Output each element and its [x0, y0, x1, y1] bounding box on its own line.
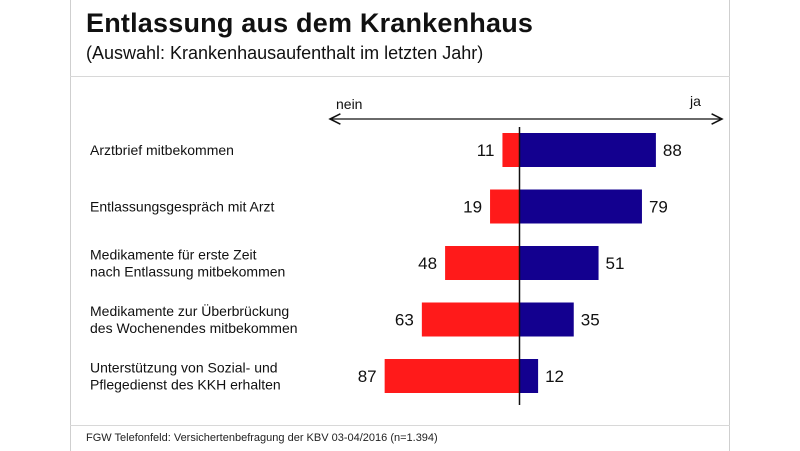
chart-frame [70, 0, 730, 451]
bar-ja [519, 359, 539, 393]
bar-nein [445, 246, 520, 280]
category-label: des Wochenendes mitbekommen [90, 320, 298, 336]
bar-nein [384, 359, 520, 393]
category-label: Entlassungsgespräch mit Arzt [90, 199, 275, 215]
footer-divider [70, 425, 730, 426]
category-label: Medikamente für erste Zeit [90, 247, 257, 263]
category-label: Unterstützung von Sozial- und [90, 360, 278, 376]
bar-nein [490, 189, 520, 224]
value-label-nein: 48 [418, 254, 437, 273]
chart-title: Entlassung aus dem Krankenhaus [86, 8, 534, 38]
bar-nein [421, 302, 520, 337]
value-label-ja: 88 [663, 141, 682, 160]
header-divider [70, 76, 730, 77]
chart-subtitle: (Auswahl: Krankenhausaufenthalt im letzt… [86, 43, 484, 63]
value-label-ja: 12 [545, 367, 564, 386]
value-label-ja: 79 [649, 198, 668, 217]
value-label-ja: 35 [581, 311, 600, 330]
value-label-nein: 87 [358, 367, 377, 386]
direction-label-nein: nein [336, 96, 362, 112]
bar-nein [502, 133, 520, 167]
direction-label-ja: ja [689, 93, 701, 109]
value-label-nein: 11 [477, 141, 495, 160]
bar-ja [519, 133, 656, 167]
category-label: Arztbrief mitbekommen [90, 142, 234, 158]
value-label-nein: 63 [395, 311, 414, 330]
source-note: FGW Telefonfeld: Versichertenbefragung d… [86, 432, 438, 444]
bar-ja [519, 302, 574, 337]
category-label: nach Entlassung mitbekommen [90, 264, 285, 280]
value-label-nein: 19 [463, 198, 482, 217]
bar-ja [519, 246, 599, 280]
bars-group: Arztbrief mitbekommen 11 88 Entlassungsgesp… [90, 133, 682, 393]
bar-ja [519, 189, 642, 224]
category-label: Pflegedienst des KKH erhalten [90, 377, 281, 393]
value-label-ja: 51 [606, 254, 625, 273]
category-label: Medikamente zur Überbrückung [90, 302, 289, 319]
